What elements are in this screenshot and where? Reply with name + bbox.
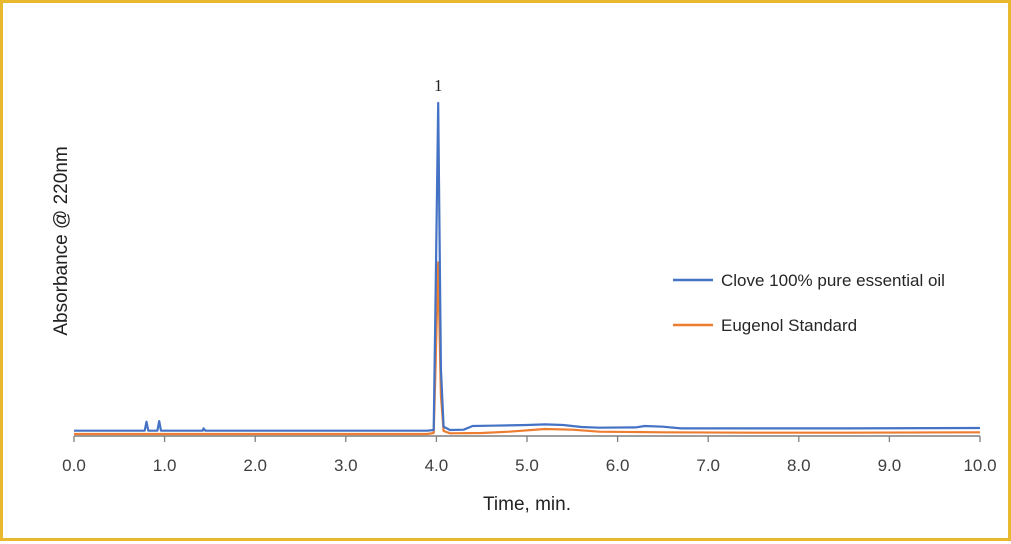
- x-tick-label: 5.0: [515, 456, 539, 475]
- x-tick-label: 0.0: [62, 456, 86, 475]
- legend-label-clove: Clove 100% pure essential oil: [721, 271, 945, 290]
- x-tick-label: 8.0: [787, 456, 811, 475]
- x-axis-title: Time, min.: [483, 494, 571, 515]
- x-tick-label: 10.0: [963, 456, 996, 475]
- chromatogram-chart: 0.0 1.0 2.0 3.0 4.0 5.0 6.0 7.0 8.0 9.0 10.0 1 Tim…: [51, 76, 997, 515]
- peak-label: 1: [434, 76, 443, 95]
- x-axis-ticks: 0.0 1.0 2.0 3.0 4.0 5.0 6.0 7.0 8.0 9.0 10.0: [62, 436, 997, 475]
- legend-label-eugenol: Eugenol Standard: [721, 316, 857, 335]
- x-tick-label: 2.0: [243, 456, 267, 475]
- x-tick-label: 6.0: [606, 456, 630, 475]
- legend: Clove 100% pure essential oil Eugenol St…: [673, 271, 945, 335]
- series-layer: [74, 101, 981, 436]
- x-tick-label: 3.0: [334, 456, 358, 475]
- x-tick-label: 9.0: [878, 456, 902, 475]
- series-line-clove: [74, 101, 981, 432]
- x-tick-label: 7.0: [696, 456, 720, 475]
- x-tick-label: 4.0: [425, 456, 449, 475]
- y-axis-title: Absorbance @ 220nm: [51, 146, 72, 335]
- x-tick-label: 1.0: [153, 456, 177, 475]
